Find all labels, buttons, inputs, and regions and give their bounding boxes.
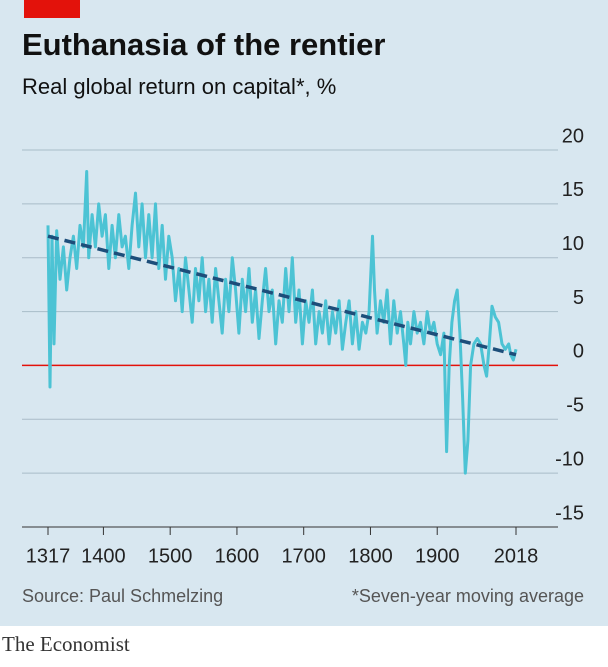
x-tick-label: 1400	[81, 545, 126, 567]
footnote: *Seven-year moving average	[352, 586, 584, 606]
y-tick-label: 20	[562, 125, 584, 147]
red-tag	[24, 0, 80, 18]
x-tick-label: 1800	[348, 545, 393, 567]
x-tick-label: 2018	[494, 545, 539, 567]
chart-subtitle: Real global return on capital*, %	[22, 74, 336, 99]
x-tick-label: 1317	[26, 545, 71, 567]
source: Source: Paul Schmelzing	[22, 586, 223, 606]
trend-line	[47, 234, 517, 357]
y-tick-label: 15	[562, 179, 584, 201]
y-tick-label: 0	[573, 341, 584, 363]
x-tick-label: 1700	[281, 545, 326, 567]
y-tick-label: 5	[573, 287, 584, 309]
x-tick-label: 1600	[215, 545, 260, 567]
y-tick-label: -15	[555, 502, 584, 524]
x-tick-label: 1900	[415, 545, 460, 567]
brand: The Economist	[2, 632, 130, 656]
data-line	[46, 170, 518, 475]
chart-title: Euthanasia of the rentier	[22, 27, 385, 62]
x-tick-label: 1500	[148, 545, 193, 567]
y-tick-label: -5	[566, 395, 584, 417]
y-tick-label: -10	[555, 448, 584, 470]
y-tick-label: 10	[562, 233, 584, 255]
